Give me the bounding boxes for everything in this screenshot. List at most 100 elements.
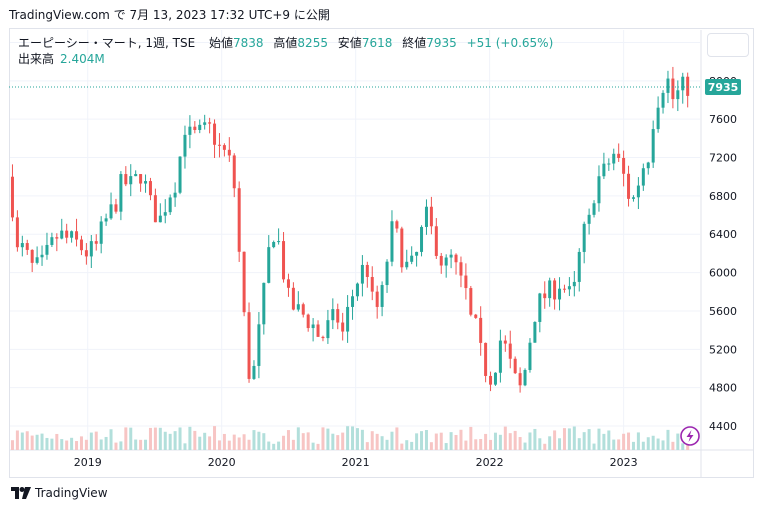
candle-body (351, 296, 355, 307)
grid-lines (10, 30, 754, 477)
candle-body (242, 251, 246, 313)
candle-body (183, 134, 187, 157)
candle-body (474, 314, 478, 318)
volume-bar (627, 432, 631, 450)
volume-bar (533, 428, 537, 450)
candle-body (153, 195, 157, 223)
candle-body (380, 285, 384, 307)
volume-value: 2.404M (60, 52, 105, 66)
volume-bar (612, 439, 616, 450)
volume-bar (341, 432, 345, 450)
candle-body (582, 223, 586, 252)
candle-body (99, 221, 103, 244)
candle-body (60, 230, 64, 239)
candle-body (449, 254, 453, 258)
volume-bar (548, 436, 552, 450)
volume-bar (267, 441, 271, 450)
footer-brand: TradingView (35, 486, 108, 500)
volume-bar (666, 429, 670, 450)
volume-bar (484, 433, 488, 450)
volume-bar (129, 427, 133, 450)
volume-bar (326, 428, 330, 450)
volume-bar (370, 431, 374, 450)
candle-body (459, 262, 463, 276)
volume-bar (55, 433, 59, 450)
volume-bar (168, 433, 172, 450)
volume-bar (109, 429, 113, 450)
volume-bar (178, 427, 182, 450)
flash-icon[interactable] (680, 426, 700, 446)
candle-body (336, 309, 340, 323)
candle-body (528, 342, 532, 370)
volume-bar (365, 442, 369, 450)
volume-bar (148, 427, 152, 450)
volume-bar (119, 441, 123, 450)
candle-body (321, 336, 325, 339)
chart-menu-button[interactable] (707, 33, 749, 57)
price-tick-label: 5600 (709, 305, 737, 318)
candle-body (168, 197, 172, 213)
candle-body (612, 153, 616, 164)
candle-body (538, 293, 542, 322)
volume-bar (252, 430, 256, 450)
volume-bar (114, 442, 118, 450)
volume-bar (395, 427, 399, 450)
candle-body (326, 320, 330, 339)
candle-body (686, 76, 690, 96)
low-label: 安値 (337, 36, 362, 50)
candle-body (286, 279, 290, 288)
candle-body (282, 241, 286, 280)
volume-bar (429, 442, 433, 450)
candlesticks (10, 66, 690, 393)
volume-bar (247, 439, 251, 450)
volume-bar (321, 427, 325, 450)
candle-body (405, 261, 409, 268)
candle-body (602, 163, 606, 177)
legend: エーピーシー・マート, 1週, TSE 始値7838 高値8255 安値7618… (18, 35, 559, 67)
volume-bar (434, 433, 438, 450)
volume-bar (262, 433, 266, 450)
price-tick-label: 4400 (709, 420, 737, 433)
candle-body (479, 317, 483, 343)
candle-body (232, 155, 236, 189)
candle-body (513, 358, 517, 374)
volume-bar (10, 440, 14, 450)
candle-body (558, 288, 562, 300)
tradingview-logo-icon (11, 487, 31, 499)
volume-bar (227, 440, 231, 450)
candle-body (94, 241, 98, 244)
volume-bar (232, 434, 236, 450)
candle-body (40, 254, 44, 258)
volume-bar (375, 433, 379, 450)
candle-body (508, 343, 512, 359)
volume-bar (355, 428, 359, 450)
candle-body (469, 288, 473, 315)
volume-bar (316, 443, 320, 450)
candle-body (257, 324, 261, 366)
candle-body (572, 281, 576, 287)
volume-bar (237, 437, 241, 450)
candle-body (434, 226, 438, 256)
volume-bar (35, 434, 39, 450)
volume-bars (10, 426, 690, 450)
candle-body (222, 145, 226, 150)
volume-bar (257, 431, 261, 450)
price-tick-label: 5200 (709, 343, 737, 356)
change-value: +51 (+0.65%) (466, 36, 554, 50)
volume-bar (203, 432, 207, 450)
volume-bar (291, 439, 295, 450)
volume-bar (558, 438, 562, 450)
volume-bar (622, 433, 626, 450)
last-price-label: 7935 (708, 81, 739, 94)
volume-bar (449, 432, 453, 450)
candle-body (346, 306, 350, 332)
candle-body (213, 123, 217, 145)
candle-body (114, 204, 118, 212)
candle-body (262, 282, 266, 325)
candle-body (291, 287, 295, 310)
volume-bar (410, 441, 414, 450)
candle-body (592, 203, 596, 215)
volume-bar (464, 440, 468, 450)
volume-bar (641, 441, 645, 450)
